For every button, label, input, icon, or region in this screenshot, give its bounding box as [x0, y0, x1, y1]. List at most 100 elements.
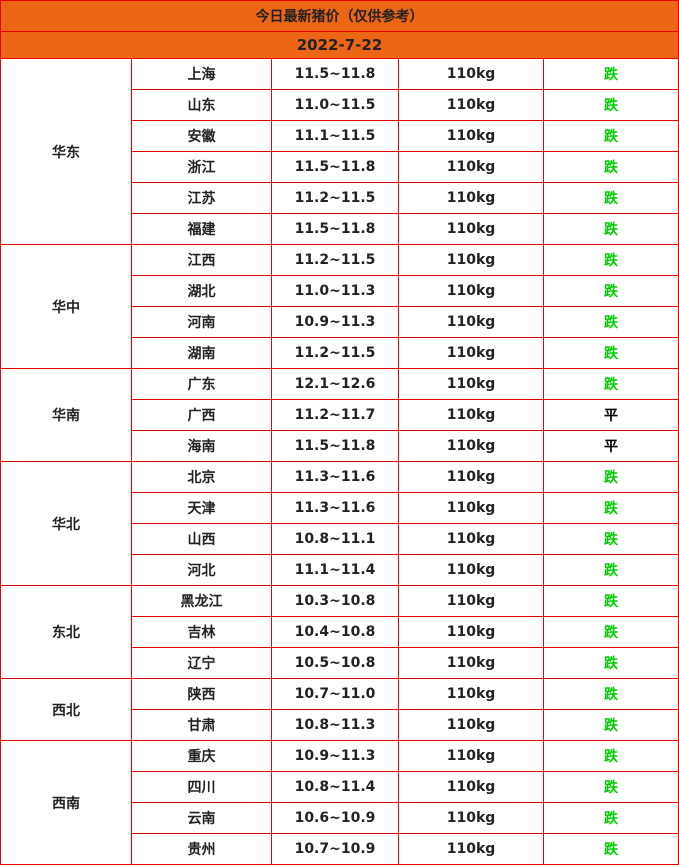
trend-cell: 跌	[542, 771, 679, 803]
table-row: 西南 重庆 10.9~11.3 110kg 跌	[0, 740, 679, 865]
trend-cell: 跌	[542, 89, 679, 121]
weight-cell: 110kg	[398, 399, 544, 431]
weight-cell: 110kg	[398, 802, 544, 834]
price-cell: 11.2~11.5	[271, 337, 399, 369]
weight-cell: 110kg	[398, 771, 544, 803]
price-cell: 10.9~11.3	[271, 306, 399, 338]
weight-cell: 110kg	[398, 182, 544, 214]
weight-cell: 110kg	[398, 244, 544, 276]
trend-cell: 平	[542, 399, 679, 431]
trend-cell: 跌	[542, 337, 679, 369]
table-row: 华北 北京 11.3~11.6 110kg 跌	[0, 461, 679, 586]
weight-cell: 110kg	[398, 368, 544, 400]
table-row: 辽宁 10.5~10.8 110kg 跌	[1, 647, 679, 679]
trend-cell: 跌	[542, 151, 679, 183]
trend-cell: 跌	[542, 802, 679, 834]
province-cell: 福建	[131, 213, 272, 245]
price-cell: 11.5~11.8	[271, 58, 399, 90]
price-cell: 11.0~11.5	[271, 89, 399, 121]
table-row: 天津 11.3~11.6 110kg 跌	[1, 492, 679, 524]
trend-cell: 平	[542, 430, 679, 462]
trend-cell: 跌	[542, 523, 679, 555]
table-row: 山东 11.0~11.5 110kg 跌	[1, 89, 679, 121]
date-row: 2022-7-22	[0, 31, 679, 59]
region-cell: 华南	[0, 368, 132, 462]
price-cell: 11.5~11.8	[271, 213, 399, 245]
price-cell: 12.1~12.6	[271, 368, 399, 400]
province-cell: 重庆	[131, 740, 272, 772]
trend-cell: 跌	[542, 306, 679, 338]
region-cell: 华东	[0, 58, 132, 245]
weight-cell: 110kg	[398, 523, 544, 555]
table-row: 甘肃 10.8~11.3 110kg 跌	[1, 709, 679, 741]
price-cell: 10.9~11.3	[271, 740, 399, 772]
weight-cell: 110kg	[398, 709, 544, 741]
weight-cell: 110kg	[398, 616, 544, 648]
weight-cell: 110kg	[398, 678, 544, 710]
table-row: 安徽 11.1~11.5 110kg 跌	[1, 120, 679, 152]
table-row: 贵州 10.7~10.9 110kg 跌	[1, 833, 679, 865]
price-cell: 10.8~11.3	[271, 709, 399, 741]
weight-cell: 110kg	[398, 461, 544, 493]
trend-cell: 跌	[542, 182, 679, 214]
province-cell: 吉林	[131, 616, 272, 648]
trend-cell: 跌	[542, 492, 679, 524]
price-cell: 10.7~11.0	[271, 678, 399, 710]
province-cell: 河南	[131, 306, 272, 338]
province-cell: 陕西	[131, 678, 272, 710]
table-row: 华南 广东 12.1~12.6 110kg 跌	[0, 368, 679, 462]
weight-cell: 110kg	[398, 833, 544, 865]
province-cell: 浙江	[131, 151, 272, 183]
province-cell: 山东	[131, 89, 272, 121]
price-cell: 10.8~11.1	[271, 523, 399, 555]
region-cell: 华北	[0, 461, 132, 586]
region-cell: 西南	[0, 740, 132, 865]
trend-cell: 跌	[542, 616, 679, 648]
weight-cell: 110kg	[398, 647, 544, 679]
province-cell: 北京	[131, 461, 272, 493]
table-row: 浙江 11.5~11.8 110kg 跌	[1, 151, 679, 183]
trend-cell: 跌	[542, 709, 679, 741]
province-cell: 辽宁	[131, 647, 272, 679]
province-cell: 上海	[131, 58, 272, 90]
trend-cell: 跌	[542, 678, 679, 710]
trend-cell: 跌	[542, 585, 679, 617]
province-cell: 云南	[131, 802, 272, 834]
table-row: 华东 上海 11.5~11.8 110kg 跌	[0, 58, 679, 245]
table-row: 江苏 11.2~11.5 110kg 跌	[1, 182, 679, 214]
weight-cell: 110kg	[398, 306, 544, 338]
price-cell: 11.3~11.6	[271, 492, 399, 524]
price-cell: 11.3~11.6	[271, 461, 399, 493]
weight-cell: 110kg	[398, 151, 544, 183]
table-row: 河北 11.1~11.4 110kg 跌	[1, 554, 679, 586]
province-cell: 黑龙江	[131, 585, 272, 617]
trend-cell: 跌	[542, 58, 679, 90]
trend-cell: 跌	[542, 275, 679, 307]
table-row: 山西 10.8~11.1 110kg 跌	[1, 523, 679, 555]
title-row: 今日最新猪价（仅供参考）	[0, 0, 679, 32]
table-row: 湖南 11.2~11.5 110kg 跌	[1, 337, 679, 369]
price-cell: 11.1~11.5	[271, 120, 399, 152]
price-cell: 11.5~11.8	[271, 151, 399, 183]
province-cell: 海南	[131, 430, 272, 462]
province-cell: 天津	[131, 492, 272, 524]
trend-cell: 跌	[542, 244, 679, 276]
trend-cell: 跌	[542, 554, 679, 586]
table-row: 湖北 11.0~11.3 110kg 跌	[1, 275, 679, 307]
weight-cell: 110kg	[398, 89, 544, 121]
price-cell: 11.2~11.5	[271, 244, 399, 276]
province-cell: 安徽	[131, 120, 272, 152]
weight-cell: 110kg	[398, 275, 544, 307]
weight-cell: 110kg	[398, 554, 544, 586]
table-row: 东北 黑龙江 10.3~10.8 110kg 跌	[0, 585, 679, 679]
weight-cell: 110kg	[398, 213, 544, 245]
province-cell: 广西	[131, 399, 272, 431]
weight-cell: 110kg	[398, 337, 544, 369]
trend-cell: 跌	[542, 120, 679, 152]
price-cell: 10.7~10.9	[271, 833, 399, 865]
price-cell: 11.2~11.5	[271, 182, 399, 214]
weight-cell: 110kg	[398, 120, 544, 152]
region-cell: 东北	[0, 585, 132, 679]
weight-cell: 110kg	[398, 492, 544, 524]
province-cell: 江苏	[131, 182, 272, 214]
